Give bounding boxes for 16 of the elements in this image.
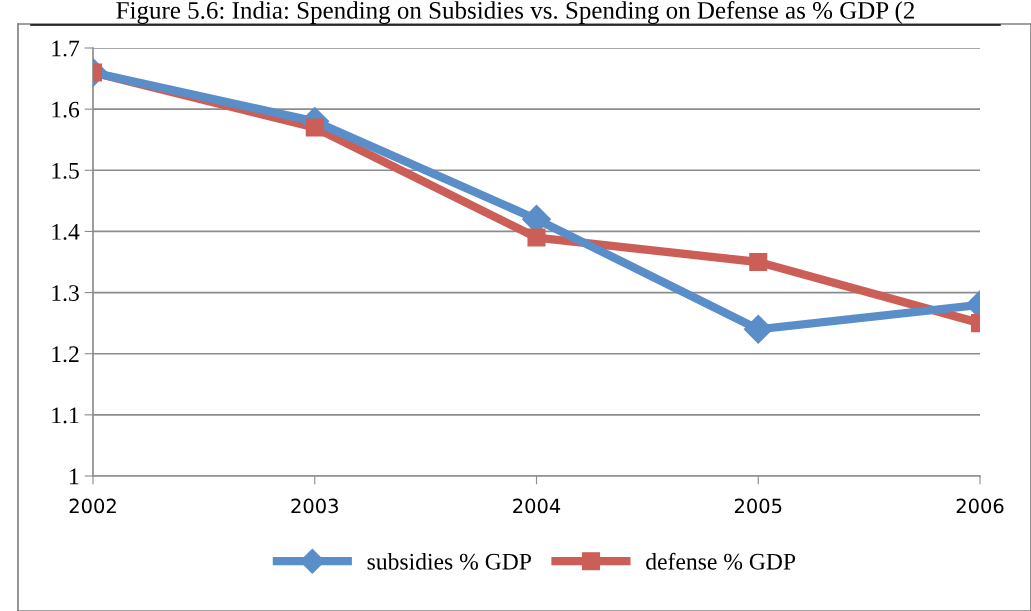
y-tick-label: 1 — [70, 468, 79, 485]
y-tick-label: 1.3 — [52, 285, 79, 302]
y-tick-label: 1.1 — [52, 407, 79, 424]
x-tick-label: 2006 — [956, 498, 1004, 514]
y-tick-label: 1.5 — [52, 162, 79, 179]
legend-label: subsidies % GDP — [367, 553, 531, 570]
y-tick-label: 1.7 — [52, 40, 80, 57]
y-tick-label: 1.2 — [52, 346, 79, 363]
x-tick-label: 2003 — [291, 498, 338, 514]
y-tick-label: 1.4 — [52, 224, 80, 240]
y-tick-label: 1.6 — [52, 101, 80, 118]
chart-title: Figure 5.6: India: Spending on Subsidies vs. Spending on Defense as % GDP (2 — [116, 1, 914, 24]
legend-label: defense % GDP — [646, 552, 796, 570]
x-tick-label: 2004 — [513, 498, 561, 514]
x-tick-label: 2002 — [69, 498, 116, 514]
x-tick-label: 2005 — [734, 498, 782, 514]
